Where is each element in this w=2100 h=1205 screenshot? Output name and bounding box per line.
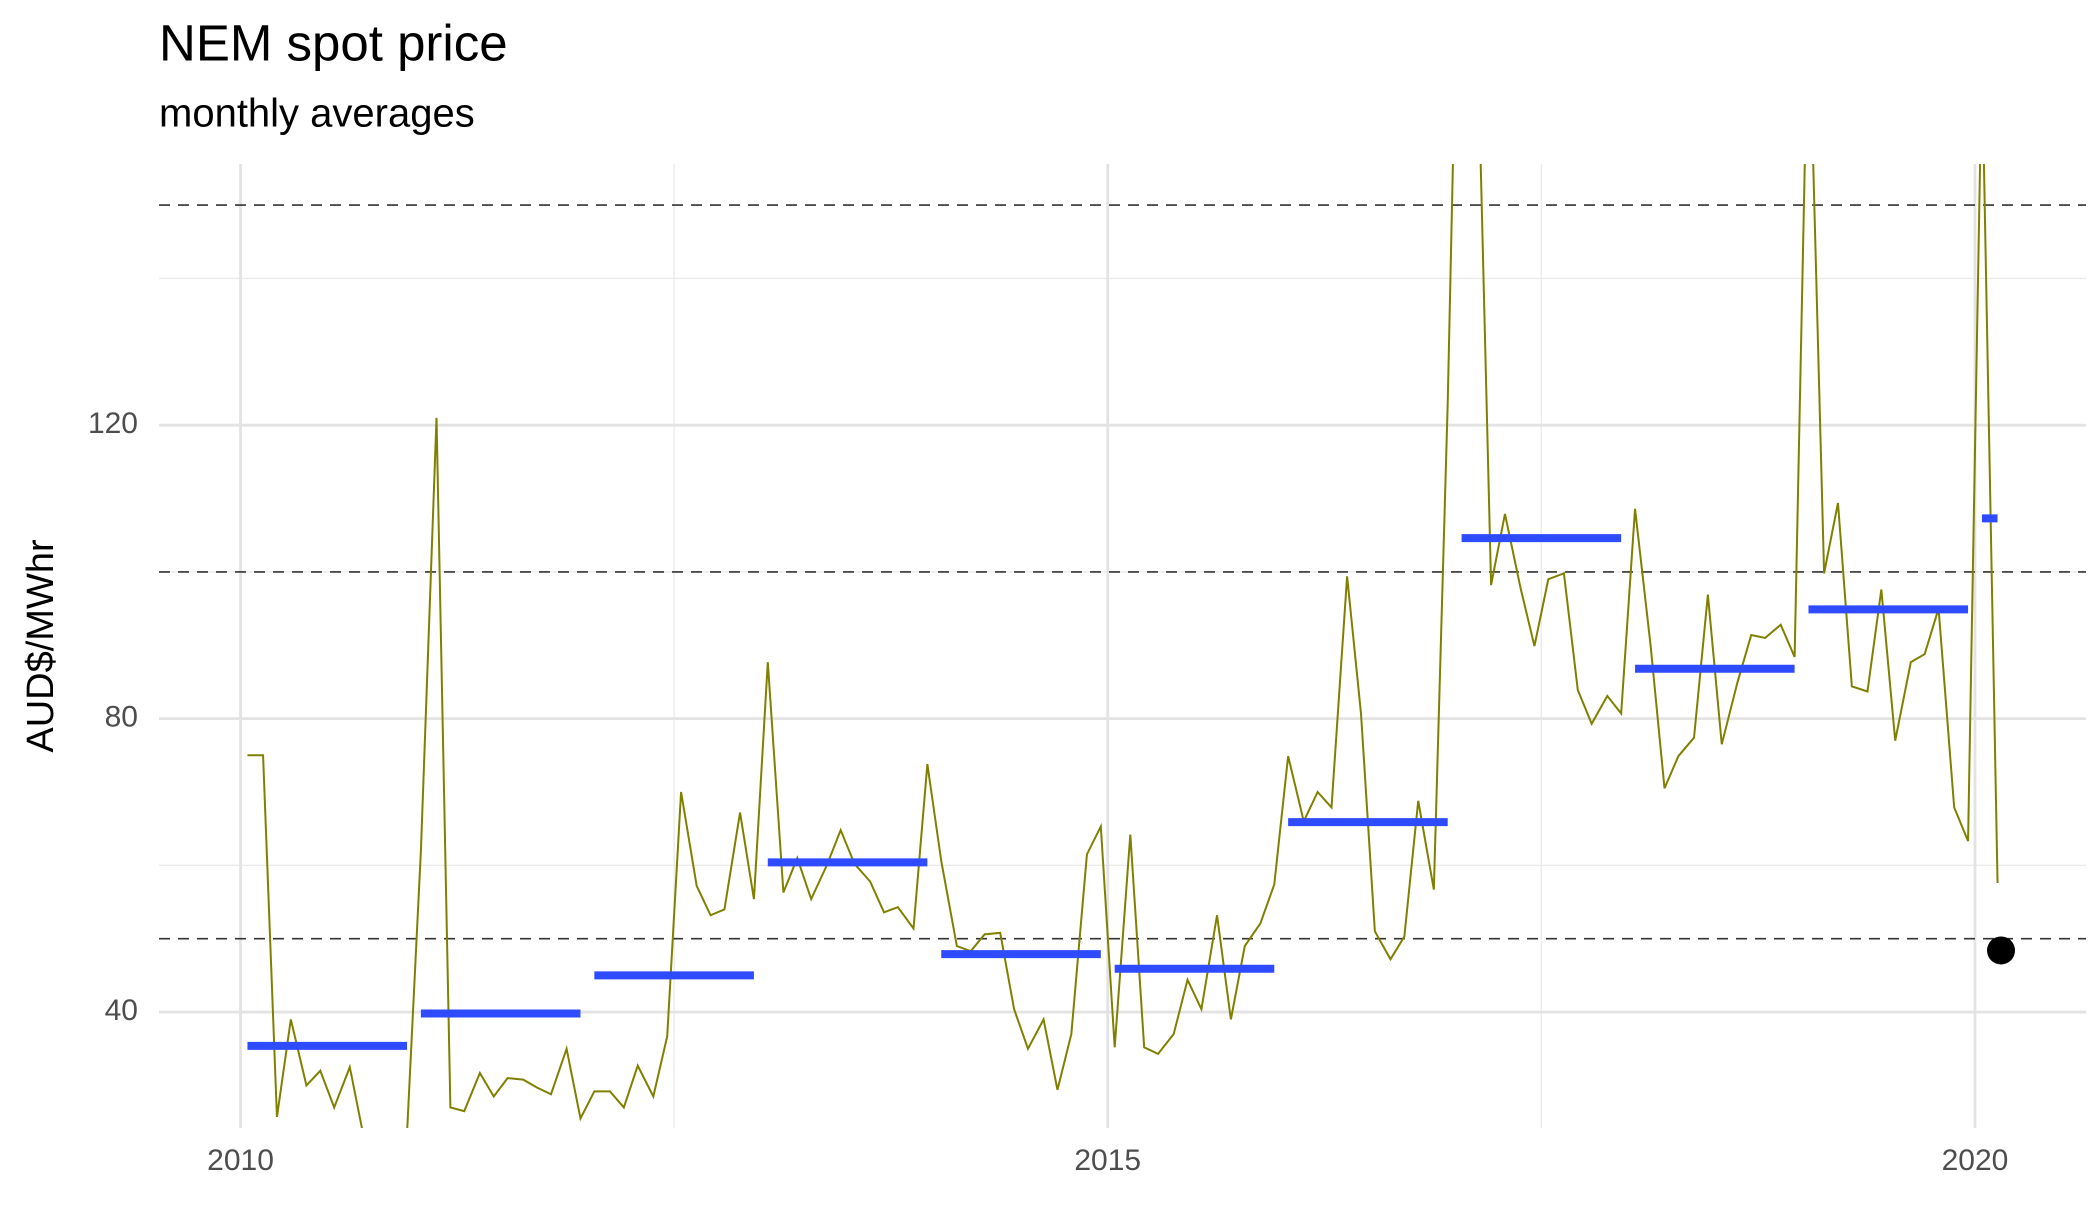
chart-title: NEM spot price (159, 14, 508, 71)
y-tick-label: 120 (88, 407, 138, 440)
price-line (247, 164, 1999, 1128)
plot-area (159, 164, 2086, 1128)
x-tick-label: 2015 (1074, 1144, 1141, 1177)
y-tick-label: 40 (105, 994, 138, 1027)
highlight-point (1987, 936, 2016, 965)
y-tick-label: 80 (105, 701, 138, 734)
y-axis-label: AUD$/MWhr (20, 539, 62, 753)
x-tick-label: 2010 (207, 1144, 274, 1177)
x-tick-label: 2020 (1942, 1144, 2009, 1177)
chart-subtitle: monthly averages (159, 92, 475, 136)
